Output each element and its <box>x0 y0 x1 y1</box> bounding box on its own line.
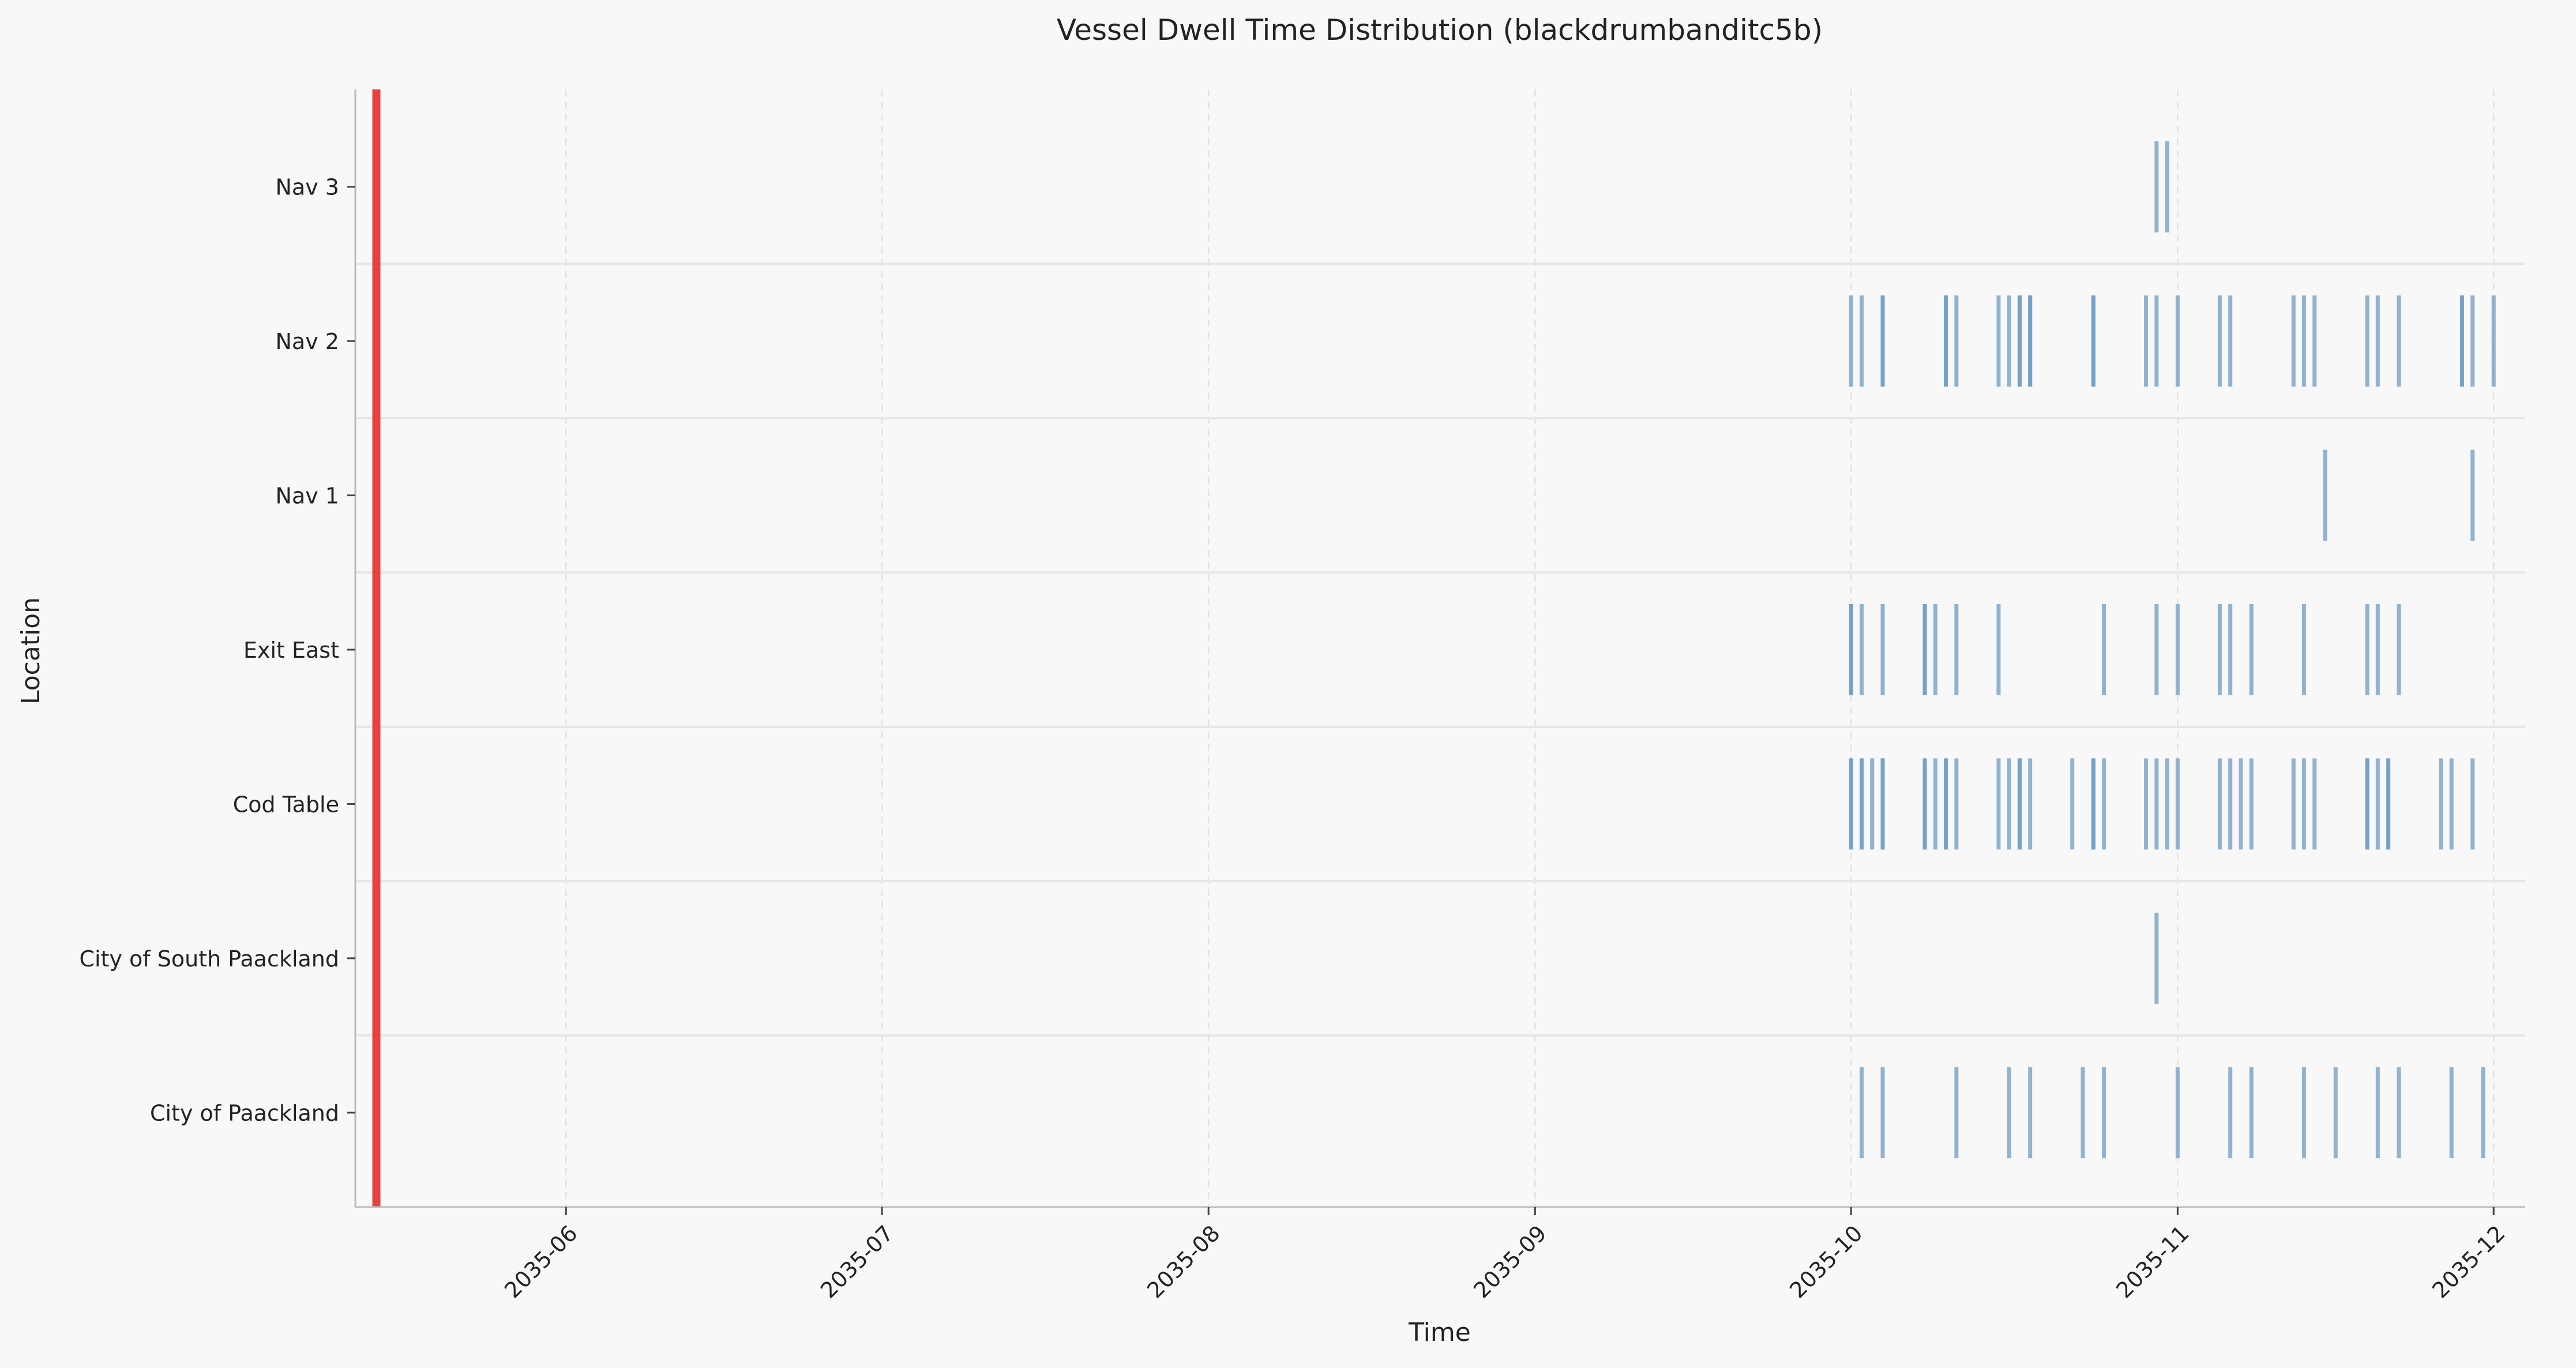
y-tick-label: Nav 2 <box>276 329 339 354</box>
x-tick-label: 2035-12 <box>2427 1220 2510 1303</box>
grid-layer <box>355 89 2525 1207</box>
chart-title: Vessel Dwell Time Distribution (blackdru… <box>1057 13 1823 47</box>
x-axis-label: Time <box>1408 1318 1471 1347</box>
events-layer <box>1849 141 2496 1159</box>
x-tick-label: 2035-08 <box>1142 1220 1225 1303</box>
axes-layer: 2035-06 2035-07 2035-08 2035-09 2035-10 2035-… <box>79 89 2525 1303</box>
x-tick-label: 2035-09 <box>1469 1220 1551 1303</box>
labels-layer: Vessel Dwell Time Distribution (blackdru… <box>16 13 1823 1347</box>
y-tick-label: Exit East <box>243 638 339 663</box>
x-tick-label: 2035-11 <box>2111 1220 2194 1303</box>
y-tick-label: Nav 1 <box>276 484 339 509</box>
x-tick-label: 2035-06 <box>500 1220 582 1303</box>
y-axis-label: Location <box>16 597 46 704</box>
y-tick-label: City of Paackland <box>150 1100 339 1126</box>
x-tick-label: 2035-10 <box>1785 1220 1867 1303</box>
x-tick-label: 2035-07 <box>816 1220 898 1303</box>
y-tick-label: Cod Table <box>233 792 339 817</box>
y-tick-label: Nav 3 <box>276 175 339 200</box>
y-tick-label: City of South Paackland <box>79 946 339 972</box>
